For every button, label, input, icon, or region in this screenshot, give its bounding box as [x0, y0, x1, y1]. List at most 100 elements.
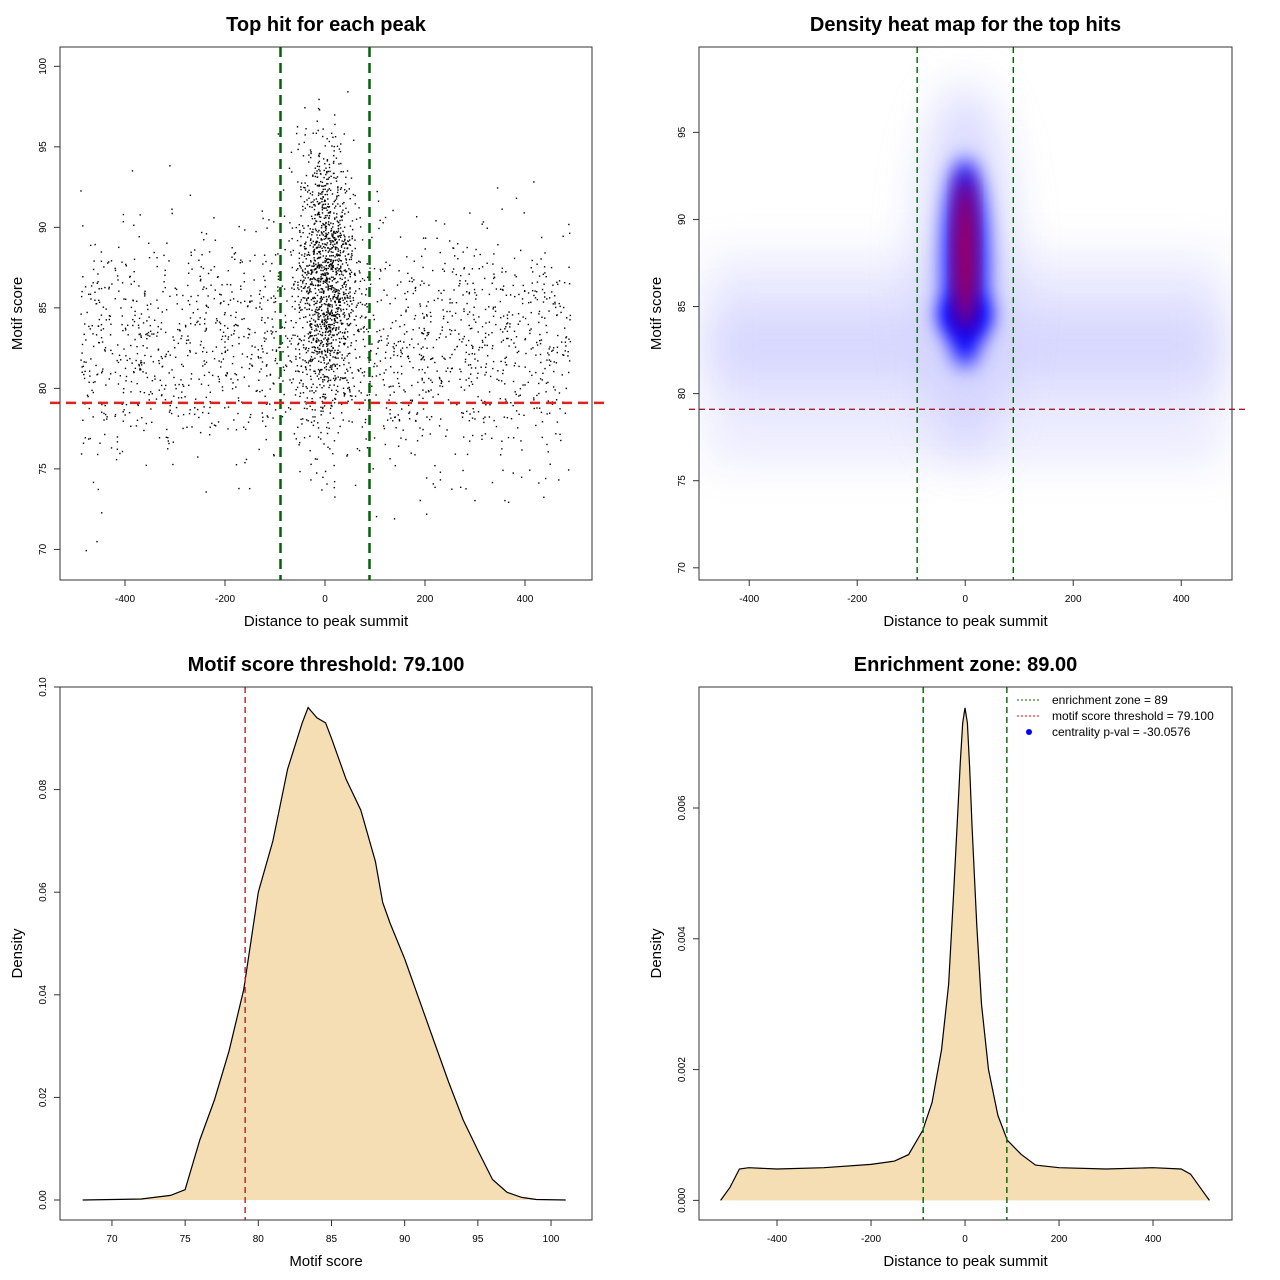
- scatter-point: [314, 372, 317, 375]
- y-tick-label: 85: [677, 301, 688, 313]
- scatter-point: [174, 356, 177, 359]
- scatter-point: [136, 300, 138, 302]
- scatter-point: [321, 288, 324, 290]
- scatter-point: [351, 398, 353, 401]
- scatter-point: [359, 301, 362, 304]
- scatter-point: [199, 344, 202, 346]
- scatter-point: [92, 268, 95, 271]
- scatter-point: [204, 330, 206, 332]
- scatter-point: [321, 341, 324, 343]
- scatter-point: [327, 170, 329, 173]
- scatter-point: [439, 333, 442, 335]
- scatter-point: [326, 356, 328, 358]
- scatter-point: [296, 126, 299, 128]
- scatter-point: [316, 200, 319, 203]
- scatter-point: [108, 318, 111, 321]
- scatter-point: [329, 212, 331, 214]
- scatter-point: [347, 387, 349, 390]
- scatter-point: [323, 217, 326, 219]
- scatter-point: [326, 282, 328, 284]
- scatter-point: [560, 439, 562, 442]
- scatter-point: [297, 370, 299, 372]
- scatter-point: [270, 333, 273, 335]
- scatter-point: [328, 176, 330, 179]
- scatter-point: [530, 311, 532, 314]
- scatter-point: [505, 294, 508, 296]
- scatter-point: [319, 348, 321, 350]
- scatter-point: [266, 375, 268, 377]
- scatter-point: [307, 350, 309, 352]
- scatter-point: [169, 354, 171, 356]
- scatter-point: [424, 338, 426, 340]
- scatter-point: [343, 337, 345, 339]
- scatter-point: [307, 362, 310, 364]
- scatter-point: [347, 279, 349, 282]
- scatter-point: [310, 463, 312, 466]
- scatter-point: [188, 384, 190, 387]
- scatter-point: [224, 351, 226, 354]
- scatter-point: [269, 403, 271, 405]
- scatter-point: [361, 371, 364, 374]
- scatter-point: [207, 384, 210, 387]
- scatter-point: [296, 268, 299, 270]
- scatter-point: [251, 365, 254, 367]
- scatter-point: [337, 230, 340, 232]
- scatter-point: [249, 260, 251, 262]
- scatter-point: [376, 365, 378, 367]
- scatter-point: [497, 244, 499, 246]
- scatter-point: [298, 311, 301, 314]
- scatter-point: [509, 323, 511, 325]
- scatter-point: [478, 316, 480, 318]
- scatter-point: [321, 181, 324, 184]
- scatter-point: [340, 288, 342, 290]
- scatter-point: [389, 413, 391, 415]
- scatter-point: [323, 338, 325, 340]
- scatter-point: [335, 357, 337, 359]
- scatter-point: [411, 277, 413, 279]
- scatter-point: [312, 246, 314, 248]
- scatter-point: [463, 310, 465, 313]
- scatter-point: [339, 315, 341, 318]
- scatter-point: [80, 453, 83, 455]
- scatter-point: [393, 350, 395, 353]
- scatter-point: [329, 329, 331, 332]
- scatter-point: [164, 399, 167, 401]
- scatter-point: [327, 261, 330, 264]
- scatter-point: [303, 339, 305, 341]
- scatter-point: [339, 234, 341, 237]
- scatter-point: [304, 268, 307, 270]
- scatter-point: [551, 350, 553, 352]
- scatter-point: [475, 321, 477, 323]
- scatter-point: [92, 391, 95, 394]
- scatter-point: [411, 400, 413, 402]
- scatter-point: [326, 158, 329, 161]
- scatter-point: [320, 361, 322, 364]
- scatter-point: [348, 420, 350, 422]
- scatter-point: [342, 308, 345, 311]
- scatter-point: [536, 263, 538, 265]
- x-tick-label: -200: [861, 1234, 881, 1245]
- scatter-point: [321, 265, 323, 267]
- scatter-point: [369, 409, 372, 411]
- scatter-point: [331, 262, 334, 264]
- scatter-point: [300, 286, 302, 288]
- scatter-point: [222, 331, 225, 334]
- scatter-point: [260, 319, 263, 321]
- scatter-point: [313, 269, 316, 271]
- scatter-point: [326, 178, 328, 181]
- scatter-point: [328, 217, 330, 220]
- scatter-point: [471, 352, 473, 355]
- scatter-point: [249, 300, 251, 302]
- scatter-point: [470, 344, 473, 347]
- scatter-point: [473, 411, 475, 413]
- scatter-point: [300, 188, 302, 191]
- scatter-point: [272, 326, 274, 328]
- scatter-point: [383, 427, 386, 430]
- scatter-point: [157, 349, 160, 351]
- scatter-point: [385, 407, 388, 409]
- scatter-point: [325, 303, 327, 306]
- scatter-point: [525, 352, 527, 355]
- scatter-point: [348, 362, 350, 364]
- scatter-point: [493, 276, 496, 279]
